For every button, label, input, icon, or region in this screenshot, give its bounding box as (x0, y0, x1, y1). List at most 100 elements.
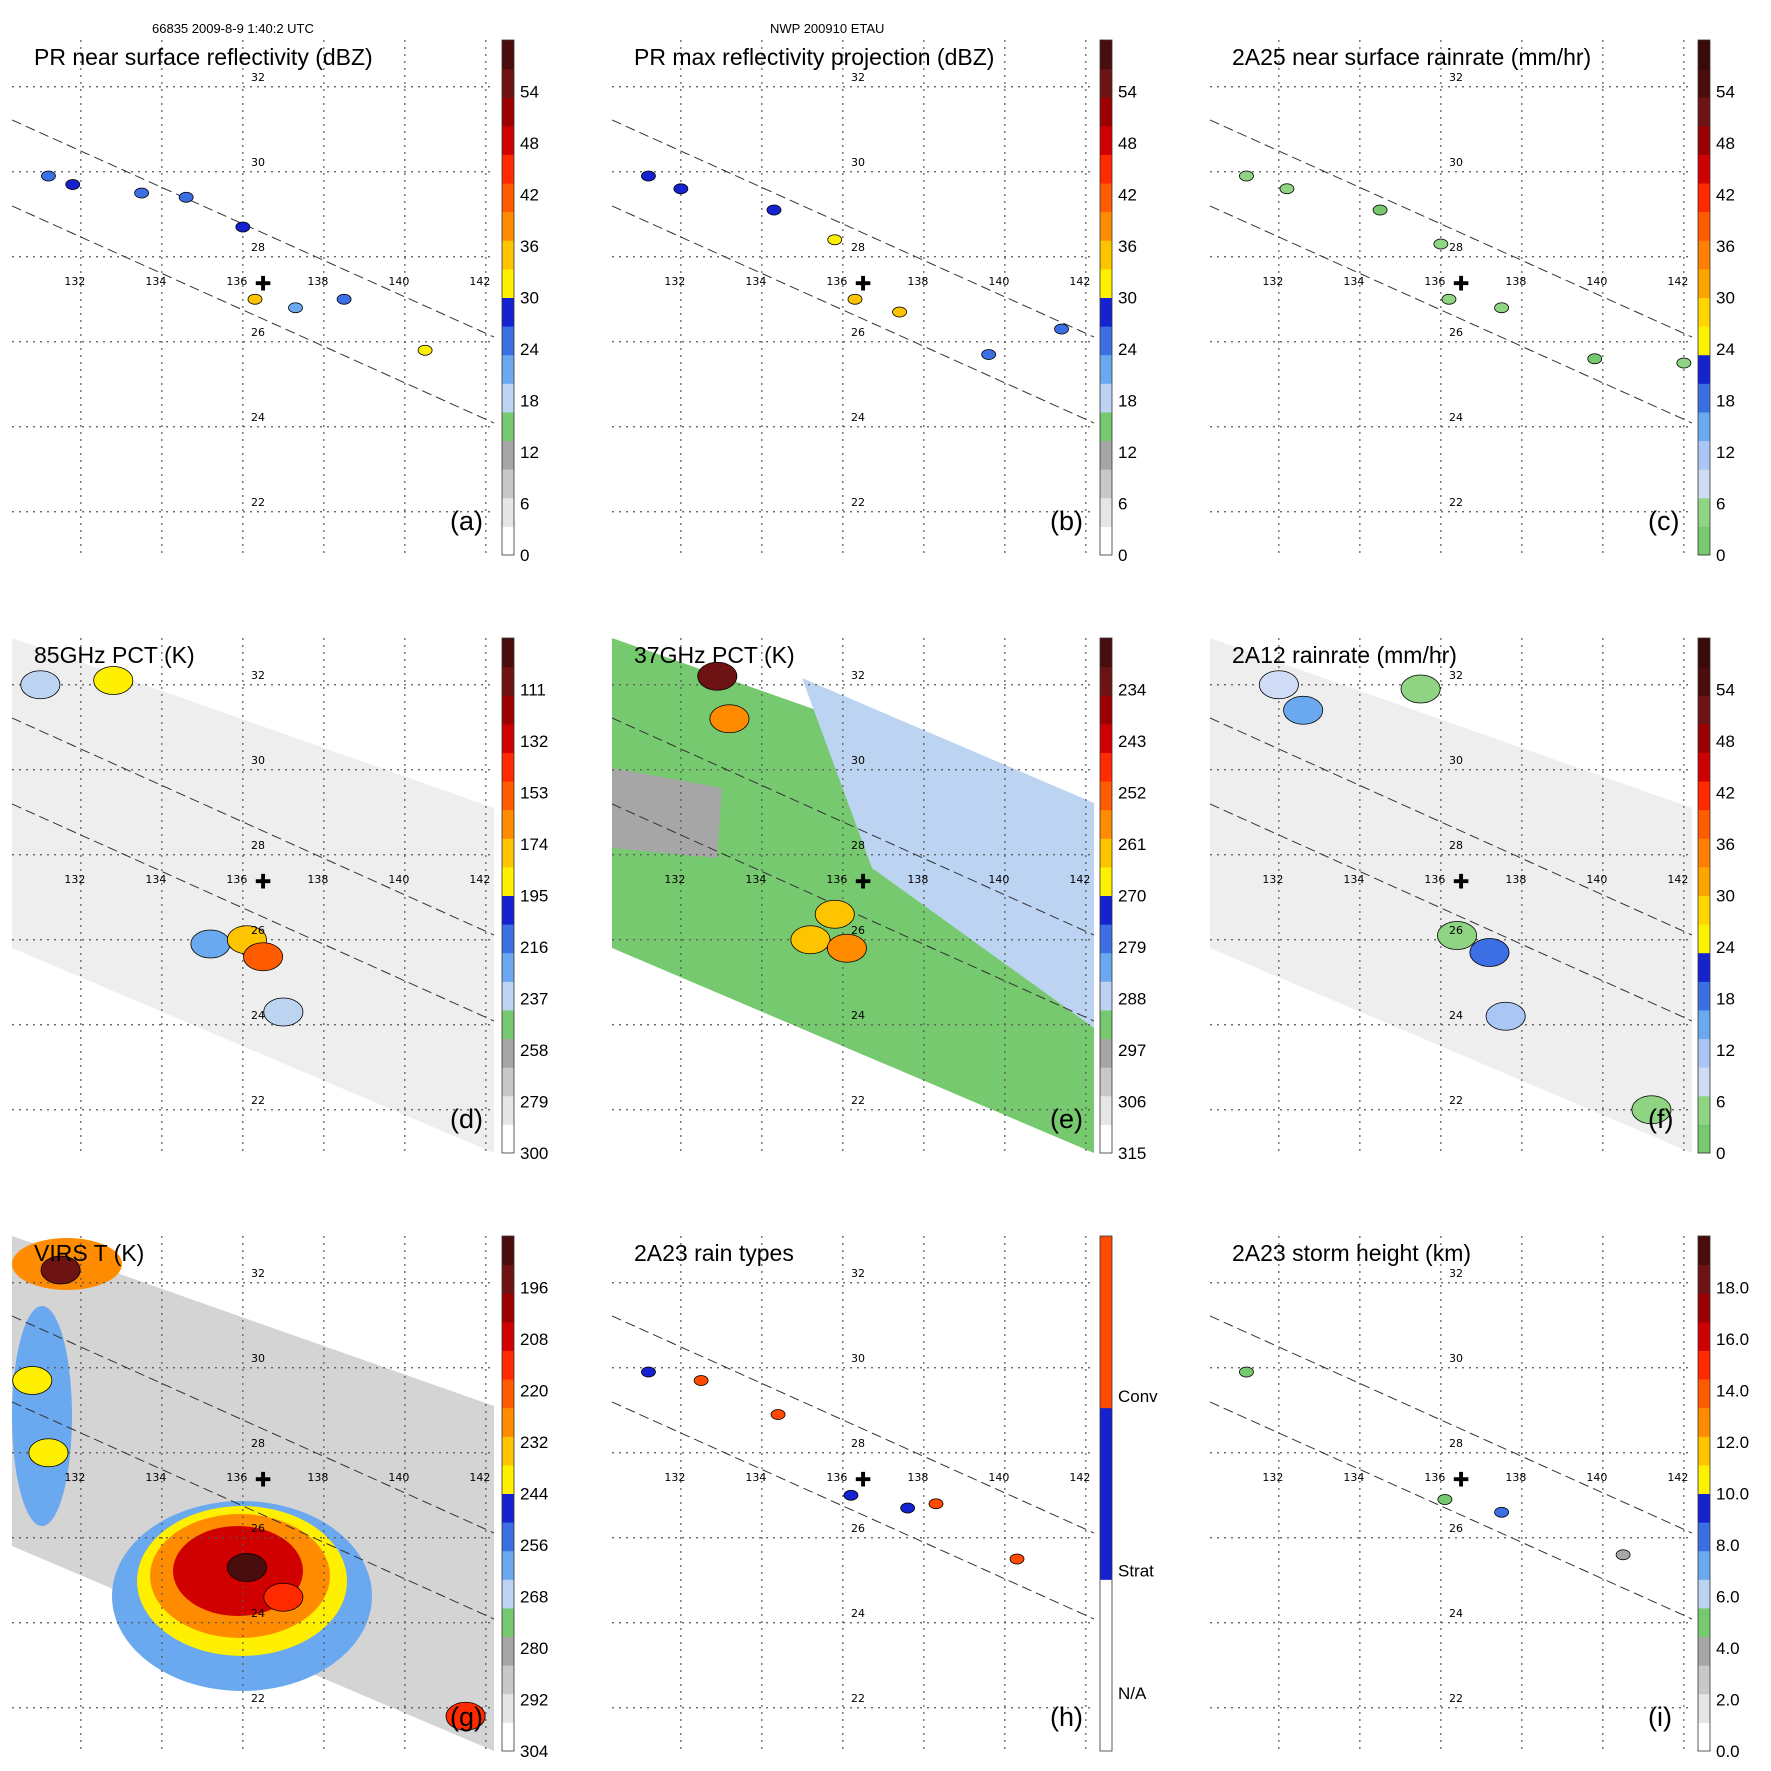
colorbar-segment (1698, 866, 1710, 896)
colorbar-segment (1698, 440, 1710, 470)
colorbar-segment (1698, 1293, 1710, 1323)
colorbar-label: 6 (520, 495, 529, 514)
colorbar-segment (1100, 383, 1112, 413)
precip-feature (814, 899, 855, 929)
colorbar-segment (1698, 838, 1710, 868)
lon-tick-label: 142 (469, 873, 490, 886)
colorbar-segment (1100, 297, 1112, 327)
lon-tick-label: 138 (907, 873, 928, 886)
colorbar-label: 24 (1118, 340, 1137, 359)
colorbar-segment (502, 809, 514, 839)
precip-feature (641, 1366, 656, 1378)
colorbar-segment (502, 1067, 514, 1097)
precip-feature (826, 933, 867, 963)
colorbar-segment (502, 240, 514, 270)
colorbar-segment (1698, 125, 1710, 155)
lat-tick-label: 24 (1449, 1009, 1463, 1022)
colorbar-segment (1100, 752, 1112, 782)
precip-feature (709, 704, 750, 734)
lon-tick-label: 132 (664, 1471, 685, 1484)
colorbar-segment (1100, 1067, 1112, 1097)
colorbar-label: 261 (1118, 835, 1146, 854)
colorbar-label: 4.0 (1716, 1639, 1740, 1658)
colorbar-segment (1698, 1693, 1710, 1723)
colorbar-frame (1697, 1235, 1711, 1752)
precip-feature (1400, 674, 1441, 704)
panel-letter: (c) (1648, 506, 1679, 536)
colorbar-segment (502, 1321, 514, 1351)
lat-tick-label: 30 (851, 1352, 865, 1365)
swath-region (612, 768, 722, 858)
colorbar-label: 42 (520, 186, 539, 205)
colorbar-segment (502, 297, 514, 327)
tmi-swath (12, 638, 494, 1153)
lat-tick-label: 32 (251, 669, 265, 682)
colorbar-label: 12 (1716, 443, 1735, 462)
colorbar-segment (502, 1379, 514, 1409)
panel-f: 132 134 136 138 140 142 22 24 26 28 30 32 ✚ 2A12 rain… (1210, 637, 1735, 1163)
lat-tick-label: 32 (1449, 71, 1463, 84)
swath-region (802, 678, 1094, 1028)
precip-feature (1494, 1506, 1509, 1518)
colorbar-segment (1100, 440, 1112, 470)
colorbar-label: 252 (1118, 784, 1146, 803)
lon-tick-label: 138 (907, 1471, 928, 1484)
colorbar-segment (502, 154, 514, 184)
colorbar-label: 12.0 (1716, 1433, 1749, 1452)
map-area: 132 134 136 138 140 142 22 24 26 28 30 32 ✚ (12, 1236, 494, 1751)
precip-feature (981, 349, 997, 360)
colorbar-segment (1100, 695, 1112, 725)
pr-swath-edge (12, 119, 494, 338)
precip-feature (1054, 323, 1069, 335)
lat-tick-label: 30 (851, 156, 865, 169)
lat-tick-label: 28 (251, 241, 265, 254)
lon-tick-label: 140 (988, 1471, 1009, 1484)
pr-swath-edge (12, 1315, 494, 1534)
colorbar-segment (1698, 695, 1710, 725)
lon-tick-label: 140 (1586, 873, 1607, 886)
colorbar-frame (501, 1235, 515, 1752)
lat-tick-label: 22 (251, 1692, 265, 1705)
colorbar-segment (1100, 952, 1112, 982)
colorbar-segment (1100, 1095, 1112, 1125)
lat-tick-label: 32 (251, 1267, 265, 1280)
colorbar-segment (1698, 1579, 1710, 1609)
lon-tick-label: 134 (745, 275, 766, 288)
lon-tick-label: 140 (988, 873, 1009, 886)
lat-tick-label: 28 (851, 1437, 865, 1450)
colorbar-label: 18 (1716, 392, 1735, 411)
colorbar-label: 258 (520, 1041, 548, 1060)
precip-feature (243, 942, 284, 972)
colorbar-label: 243 (1118, 732, 1146, 751)
colorbar-segment (1698, 97, 1710, 127)
colorbar-segment (1100, 924, 1112, 954)
colorbar-segment (1100, 68, 1112, 98)
colorbar-label: 24 (520, 340, 539, 359)
colorbar-segment (1698, 1038, 1710, 1068)
storm-center-icon: ✚ (1453, 871, 1470, 893)
colorbar-label: 24 (1716, 938, 1735, 957)
map-area: 132 134 136 138 140 142 22 24 26 28 30 32 ✚ (1210, 40, 1692, 555)
colorbar-segment (502, 1038, 514, 1068)
colorbar-segment (502, 68, 514, 98)
colorbar-label: 36 (1118, 237, 1137, 256)
colorbar-label: 36 (1716, 237, 1735, 256)
lon-tick-label: 142 (1667, 873, 1688, 886)
colorbar-label: 0 (1716, 1144, 1725, 1163)
colorbar-segment (1100, 1124, 1112, 1154)
colorbar-segment (1698, 723, 1710, 753)
precip-feature (1441, 293, 1457, 305)
precip-feature (766, 204, 782, 216)
colorbar-label: 300 (520, 1144, 548, 1163)
colorbar-label: 24 (1716, 340, 1735, 359)
colorbar-label: 153 (520, 784, 548, 803)
colorbar-segment (502, 440, 514, 470)
colorbar-segment (1698, 1264, 1710, 1294)
colorbar-label: 48 (1118, 134, 1137, 153)
storm-center-icon: ✚ (1453, 273, 1470, 295)
lon-tick-label: 138 (307, 1471, 328, 1484)
colorbar-frame (1099, 637, 1113, 1154)
colorbar-segment (1698, 1379, 1710, 1409)
panel-g: 132 134 136 138 140 142 22 24 26 28 30 32 ✚ VIRS T (K… (12, 1235, 548, 1761)
colorbar-label: 18 (520, 392, 539, 411)
